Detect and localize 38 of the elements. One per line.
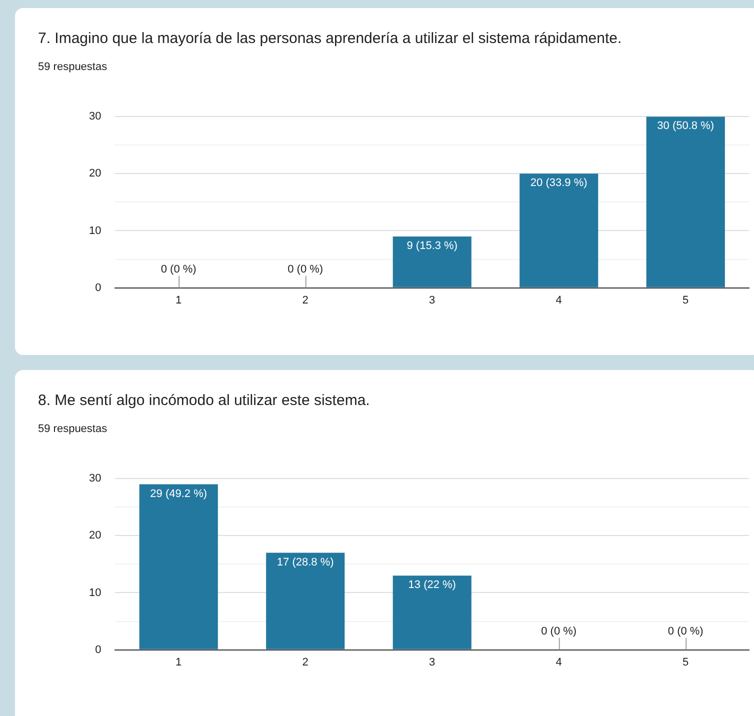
x-tick-label: 2 [302, 656, 308, 668]
x-tick-label: 1 [176, 656, 182, 668]
chart-subtitle: 59 respuestas [38, 61, 108, 73]
y-tick-label: 20 [88, 168, 102, 180]
x-tick-label: 5 [682, 294, 689, 306]
y-tick-label: 10 [88, 224, 102, 237]
y-tick-label: 10 [88, 586, 102, 599]
x-tick-label: 2 [302, 294, 308, 306]
bar [646, 116, 725, 288]
bar [392, 576, 472, 650]
data-label: 29 (49.2 %) [150, 488, 208, 500]
x-tick-label: 4 [556, 294, 562, 306]
data-label: 30 (50.8 %) [657, 120, 714, 132]
chart-title: 7. Imagino que la mayoría de las personas aprendería a utilizar el sistema rápidamente. [38, 30, 622, 47]
x-tick-label: 5 [682, 656, 689, 668]
y-tick-label: 0 [95, 282, 102, 294]
data-label: 20 (33.9 %) [530, 177, 588, 190]
y-tick-label: 30 [88, 110, 102, 123]
data-label: 9 (15.3 %) [406, 240, 458, 252]
data-label: 17 (28.8 %) [276, 556, 334, 568]
x-tick-label: 3 [429, 656, 436, 668]
bar [392, 236, 472, 288]
bar [266, 552, 345, 650]
chart-subtitle: 59 respuestas [38, 423, 108, 435]
y-tick-label: 0 [95, 644, 102, 656]
y-tick-label: 20 [88, 530, 102, 542]
data-label: 13 (22 %) [408, 579, 456, 592]
bar [520, 174, 598, 288]
data-label: 0 (0 %) [288, 263, 324, 276]
data-label: 0 (0 %) [541, 625, 577, 638]
x-tick-label: 4 [556, 656, 562, 668]
x-tick-label: 1 [176, 294, 182, 306]
x-tick-label: 3 [429, 294, 436, 306]
chart-title: 8. Me sentí algo incómodo al utilizar este sistema. [38, 392, 370, 409]
data-label: 0 (0 %) [160, 263, 196, 276]
data-label: 0 (0 %) [668, 625, 704, 638]
bar [139, 484, 218, 650]
y-tick-label: 30 [88, 472, 102, 485]
